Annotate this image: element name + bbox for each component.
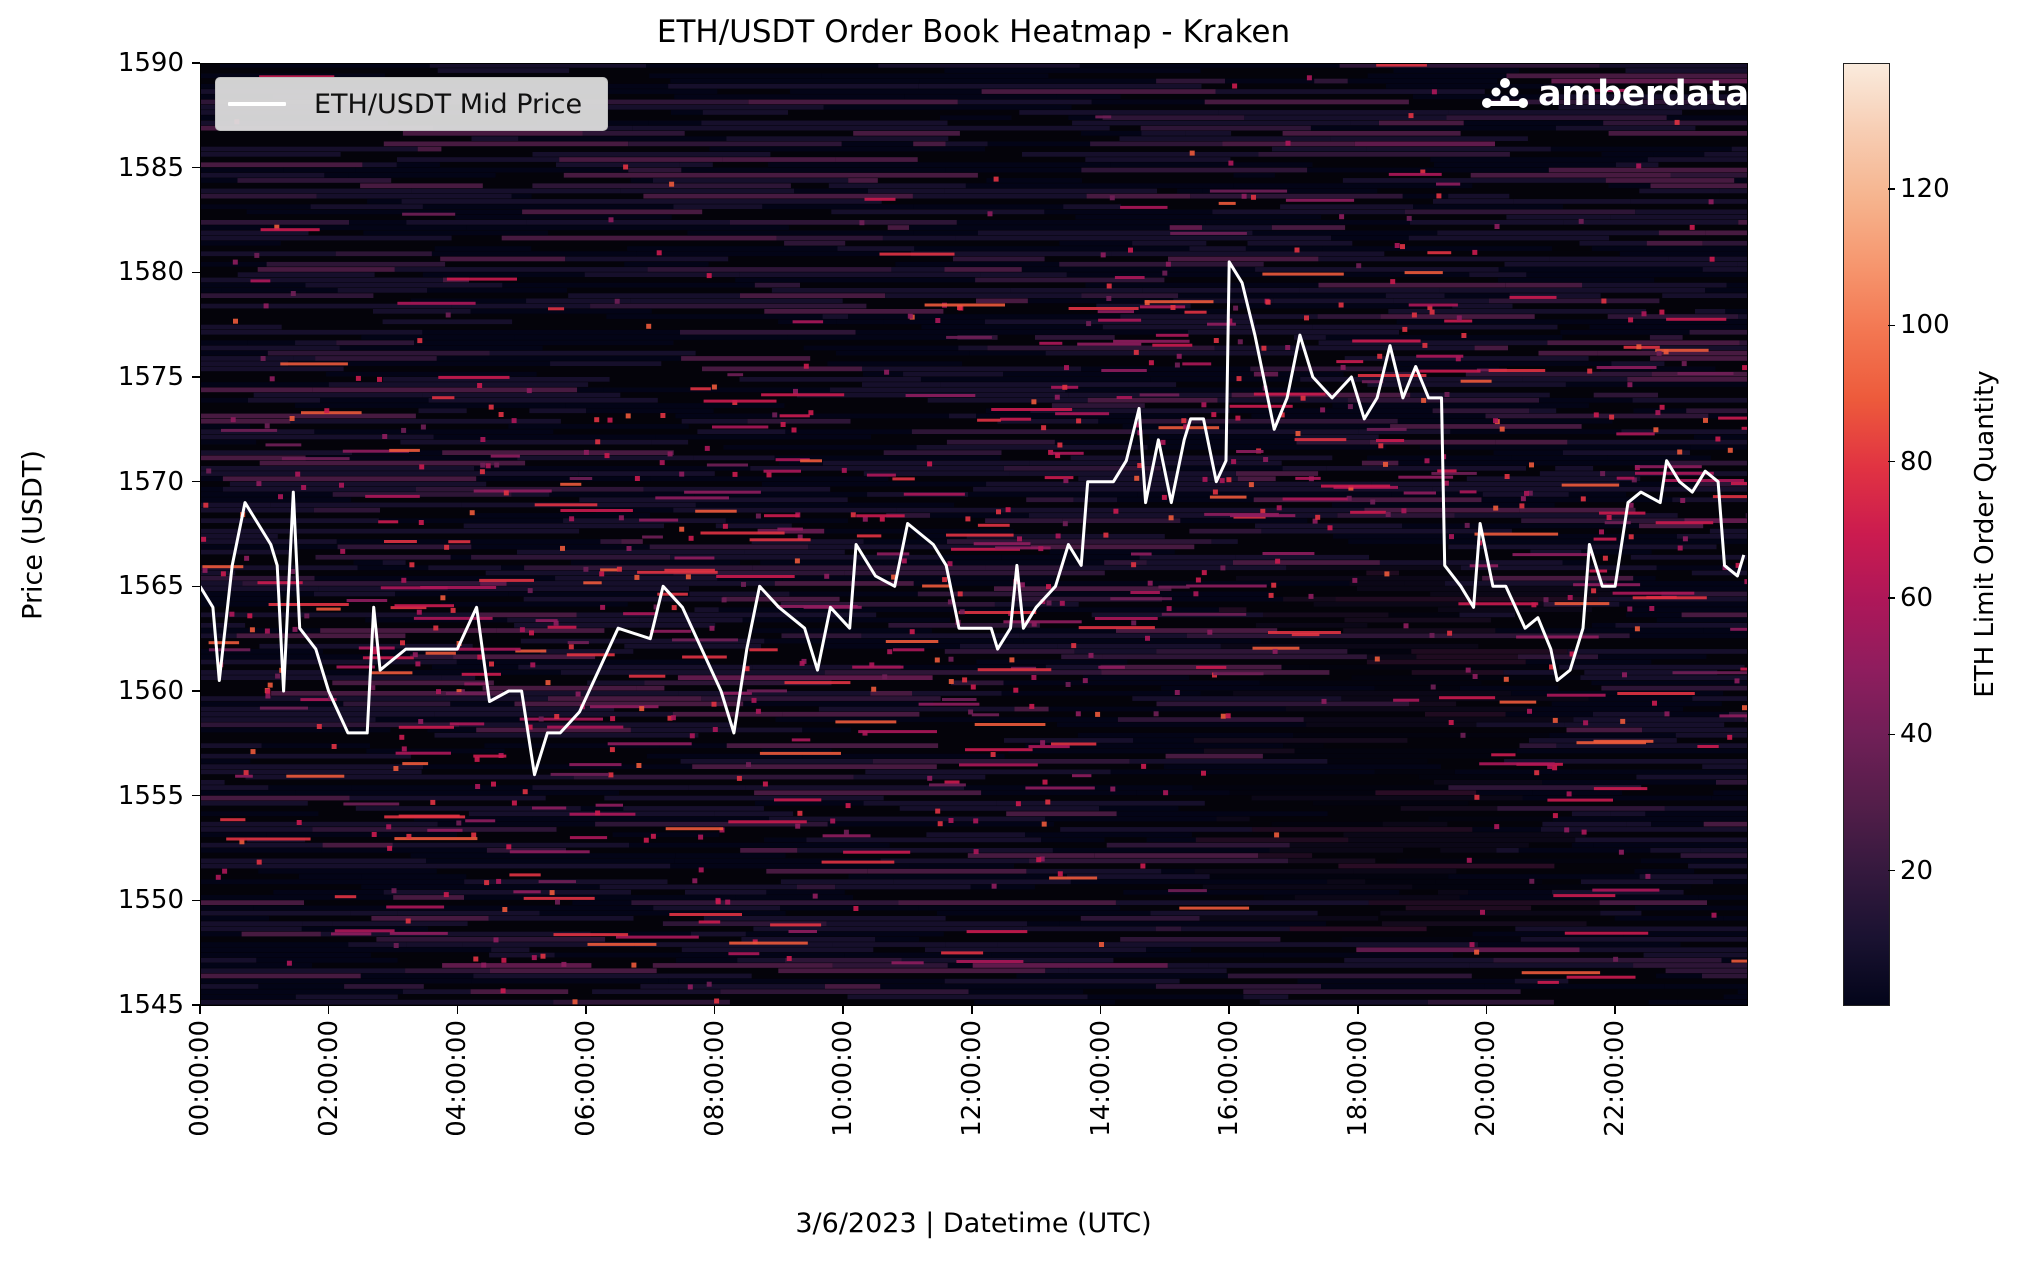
colorbar bbox=[1843, 63, 1890, 1006]
colorbar-tick-label: 60 bbox=[1900, 583, 1934, 614]
legend-label: ETH/USDT Mid Price bbox=[314, 88, 583, 120]
x-tick-mark bbox=[199, 1005, 201, 1014]
x-tick-label: 22:00:00 bbox=[1600, 1020, 1631, 1137]
y-tick-label: 1590 bbox=[117, 48, 184, 78]
x-tick-label: 00:00:00 bbox=[185, 1020, 215, 1137]
y-tick-mark bbox=[192, 690, 200, 692]
colorbar-tick-mark bbox=[1888, 460, 1895, 463]
y-tick-mark bbox=[192, 271, 200, 274]
chart-title: ETH/USDT Order Book Heatmap - Kraken bbox=[656, 14, 1291, 50]
colorbar-tick-label: 80 bbox=[1900, 446, 1934, 477]
y-tick-label: 1545 bbox=[117, 990, 184, 1020]
colorbar-tick-mark bbox=[1888, 733, 1895, 736]
y-tick-label: 1570 bbox=[117, 466, 184, 497]
y-tick-mark bbox=[192, 480, 200, 483]
x-tick-mark bbox=[1099, 1005, 1102, 1014]
colorbar-label: ETH Limit Order Quantity bbox=[1970, 370, 2000, 698]
x-tick-label: 10:00:00 bbox=[828, 1020, 859, 1137]
y-tick-mark bbox=[192, 376, 200, 378]
colorbar-tick-mark bbox=[1888, 869, 1895, 872]
y-axis-label: Price (USDT) bbox=[17, 450, 49, 620]
x-tick-mark bbox=[1614, 1005, 1616, 1014]
heatmap-plot-area bbox=[200, 63, 1747, 1005]
colorbar-tick-mark bbox=[1888, 188, 1895, 190]
y-tick-label: 1555 bbox=[117, 780, 184, 811]
x-tick-label: 20:00:00 bbox=[1471, 1020, 1502, 1137]
x-tick-mark bbox=[585, 1005, 587, 1014]
legend: ETH/USDT Mid Price bbox=[215, 77, 608, 131]
colorbar-tick-mark bbox=[1888, 597, 1895, 599]
amberdata-logo-icon bbox=[1482, 78, 1528, 108]
y-tick-mark bbox=[192, 585, 200, 588]
y-tick-mark bbox=[192, 899, 200, 902]
y-tick-mark bbox=[192, 166, 200, 169]
colorbar-tick-label: 20 bbox=[1900, 855, 1934, 886]
x-tick-label: 14:00:00 bbox=[1085, 1020, 1116, 1137]
x-tick-label: 02:00:00 bbox=[313, 1020, 344, 1137]
y-tick-label: 1560 bbox=[117, 676, 184, 706]
y-tick-mark bbox=[192, 794, 200, 797]
colorbar-tick-label: 120 bbox=[1900, 174, 1950, 205]
x-tick-mark bbox=[456, 1005, 459, 1014]
x-tick-label: 16:00:00 bbox=[1214, 1020, 1245, 1137]
y-tick-label: 1585 bbox=[117, 152, 184, 183]
y-tick-mark bbox=[192, 1004, 200, 1006]
x-tick-mark bbox=[1228, 1005, 1230, 1014]
y-tick-label: 1565 bbox=[117, 571, 184, 602]
x-tick-label: 18:00:00 bbox=[1342, 1020, 1373, 1137]
x-tick-label: 06:00:00 bbox=[570, 1020, 601, 1137]
y-tick-label: 1550 bbox=[117, 885, 184, 916]
colorbar-tick-label: 40 bbox=[1900, 719, 1934, 750]
x-tick-label: 04:00:00 bbox=[442, 1020, 473, 1137]
y-tick-label: 1575 bbox=[117, 362, 184, 392]
colorbar-tick-label: 100 bbox=[1900, 310, 1950, 341]
x-tick-mark bbox=[1357, 1005, 1359, 1014]
mid-price-line bbox=[200, 260, 1746, 777]
x-tick-label: 12:00:00 bbox=[956, 1020, 987, 1137]
x-axis-label: 3/6/2023 | Datetime (UTC) bbox=[795, 1208, 1152, 1239]
x-tick-mark bbox=[842, 1005, 844, 1014]
amberdata-logo-text: amberdata bbox=[1538, 74, 1749, 114]
x-tick-label: 08:00:00 bbox=[699, 1020, 730, 1137]
y-tick-mark bbox=[192, 62, 200, 64]
amberdata-logo: amberdata bbox=[1480, 74, 1749, 114]
y-tick-label: 1580 bbox=[117, 257, 184, 288]
x-tick-mark bbox=[971, 1005, 973, 1014]
x-tick-mark bbox=[1485, 1005, 1488, 1014]
colorbar-tick-mark bbox=[1888, 324, 1895, 327]
x-tick-mark bbox=[713, 1005, 716, 1014]
legend-line-swatch bbox=[228, 102, 286, 106]
x-tick-mark bbox=[327, 1005, 330, 1014]
